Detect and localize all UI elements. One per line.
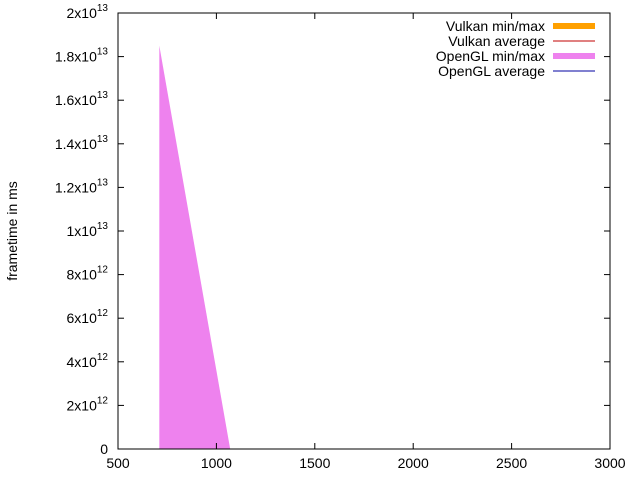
y-axis-title: frametime in ms [4,181,20,281]
y-tick-exponent: 12 [97,265,109,276]
legend-swatch [553,53,595,59]
y-tick-exponent: 12 [97,395,109,406]
y-tick-exponent: 12 [97,308,109,319]
y-tick-exponent: 13 [97,177,109,188]
y-axis: 02x10124x10126x10128x10121x10131.2x10131… [55,3,610,457]
y-tick-exponent: 13 [97,47,109,58]
legend-label: Vulkan average [448,33,545,49]
y-tick-mantissa: 1.2x10 [55,179,97,195]
x-tick-label: 500 [106,455,130,471]
x-tick-label: 1500 [299,455,330,471]
legend-label: OpenGL average [438,63,545,79]
y-tick-mantissa: 1.4x10 [55,136,97,152]
y-tick-label: 1.6x1013 [55,90,109,108]
y-tick-exponent: 13 [97,134,109,145]
y-tick-exponent: 13 [97,90,109,101]
y-tick-label: 2x1013 [67,3,109,21]
y-tick-label: 4x1012 [67,352,109,370]
x-tick-label: 2000 [398,455,429,471]
y-tick-label: 2x1012 [67,395,109,413]
x-tick-label: 1000 [201,455,232,471]
y-tick-label: 1.4x1013 [55,134,109,152]
y-tick-label: 1.8x1013 [55,47,109,65]
y-tick-label: 8x1012 [67,265,109,283]
y-tick-label: 6x1012 [67,308,109,326]
y-tick-mantissa: 1.6x10 [55,92,97,108]
y-tick-mantissa: 2x10 [67,397,98,413]
y-tick-mantissa: 1x10 [67,223,98,239]
x-tick-label: 2500 [496,455,527,471]
y-tick-mantissa: 2x10 [67,5,98,21]
y-tick-exponent: 13 [97,3,109,14]
y-tick-mantissa: 4x10 [67,354,98,370]
x-tick-label: 3000 [594,455,625,471]
x-axis: 500 1000 1500 2000 2500 3000 [106,13,626,471]
y-tick-label: 1x1013 [67,221,109,239]
legend-label: OpenGL min/max [436,48,545,64]
legend-swatch [553,23,595,29]
y-tick-label: 0 [100,441,108,457]
plot-data [159,45,231,449]
y-tick-mantissa: 0 [100,441,108,457]
y-tick-mantissa: 8x10 [67,267,98,283]
y-tick-exponent: 13 [97,221,109,232]
y-tick-mantissa: 1.8x10 [55,49,97,65]
y-tick-exponent: 12 [97,352,109,363]
y-tick-mantissa: 6x10 [67,310,98,326]
series-band-2 [159,45,231,449]
y-tick-label: 1.2x1013 [55,177,109,195]
legend-label: Vulkan min/max [446,18,545,34]
